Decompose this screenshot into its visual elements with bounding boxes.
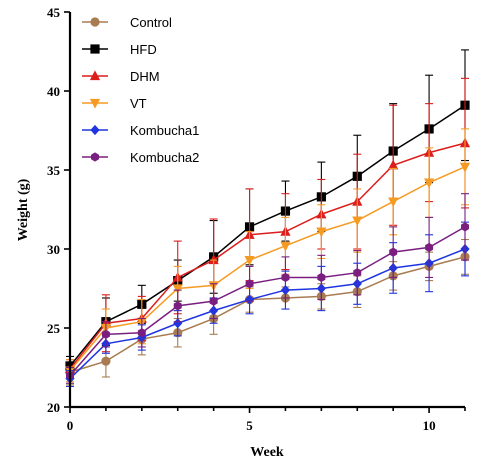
data-point xyxy=(209,296,218,306)
legend-item: VT xyxy=(82,96,147,111)
data-point xyxy=(101,329,110,339)
data-point xyxy=(101,356,111,366)
legend-marker xyxy=(90,17,100,27)
ticks: 20 25 30 35 40 45 0 5 10 xyxy=(47,5,466,433)
data-point xyxy=(425,242,434,253)
legend-label: HFD xyxy=(130,42,157,57)
data-point xyxy=(173,318,183,329)
data-point xyxy=(423,178,435,189)
series-line xyxy=(69,256,466,373)
plot-area xyxy=(64,49,471,388)
data-point xyxy=(352,216,363,227)
data-point xyxy=(172,284,183,295)
series-kombucha2 xyxy=(66,193,469,384)
y-tick-label: 45 xyxy=(47,5,61,20)
legend-label: VT xyxy=(130,96,147,111)
y-tick-label: 35 xyxy=(47,163,61,178)
data-point xyxy=(280,241,291,252)
y-tick-label: 30 xyxy=(47,242,60,257)
data-point xyxy=(388,159,399,170)
data-point xyxy=(459,162,471,173)
data-point xyxy=(316,227,327,238)
series-line xyxy=(69,248,466,380)
data-point xyxy=(389,247,398,257)
data-point xyxy=(137,328,146,338)
legend-marker xyxy=(90,44,100,54)
legend-item: DHM xyxy=(82,69,160,84)
data-point xyxy=(317,272,326,283)
legend-label: Kombucha1 xyxy=(130,123,199,138)
legend-item: HFD xyxy=(82,42,157,57)
legend-item: Control xyxy=(82,15,172,30)
series-hfd xyxy=(65,49,470,376)
series-line xyxy=(69,104,466,367)
y-axis-title: Weight (g) xyxy=(16,178,31,241)
y-tick-label: 40 xyxy=(47,84,60,99)
data-point xyxy=(173,301,182,311)
x-tick-label: 10 xyxy=(423,418,436,433)
data-point xyxy=(388,197,399,208)
x-axis-title: Week xyxy=(250,445,284,460)
legend-label: DHM xyxy=(130,69,160,84)
series-line xyxy=(69,166,466,372)
series-kombucha1 xyxy=(65,221,470,388)
legend-marker xyxy=(91,152,99,162)
data-point xyxy=(461,222,469,232)
y-tick-label: 25 xyxy=(47,321,61,336)
x-tick-label: 5 xyxy=(246,418,253,433)
legend: Control HFD DHM VT Kombucha1 Kombucha2 xyxy=(82,15,199,165)
data-point xyxy=(353,268,362,278)
series-vt xyxy=(64,128,471,383)
legend-marker xyxy=(89,98,101,109)
legend-label: Control xyxy=(130,15,172,30)
data-point xyxy=(208,254,219,265)
data-point xyxy=(281,272,290,283)
legend-item: Kombucha1 xyxy=(82,123,199,138)
y-tick-label: 20 xyxy=(47,400,60,415)
series-line xyxy=(69,142,466,370)
series-line xyxy=(69,226,466,376)
legend-marker xyxy=(90,124,100,136)
axes xyxy=(68,12,465,409)
legend-marker xyxy=(89,70,101,81)
x-tick-label: 0 xyxy=(67,418,74,433)
data-point xyxy=(244,255,255,266)
legend-label: Kombucha2 xyxy=(130,150,199,165)
legend-item: Kombucha2 xyxy=(82,150,199,165)
data-point xyxy=(245,279,254,289)
